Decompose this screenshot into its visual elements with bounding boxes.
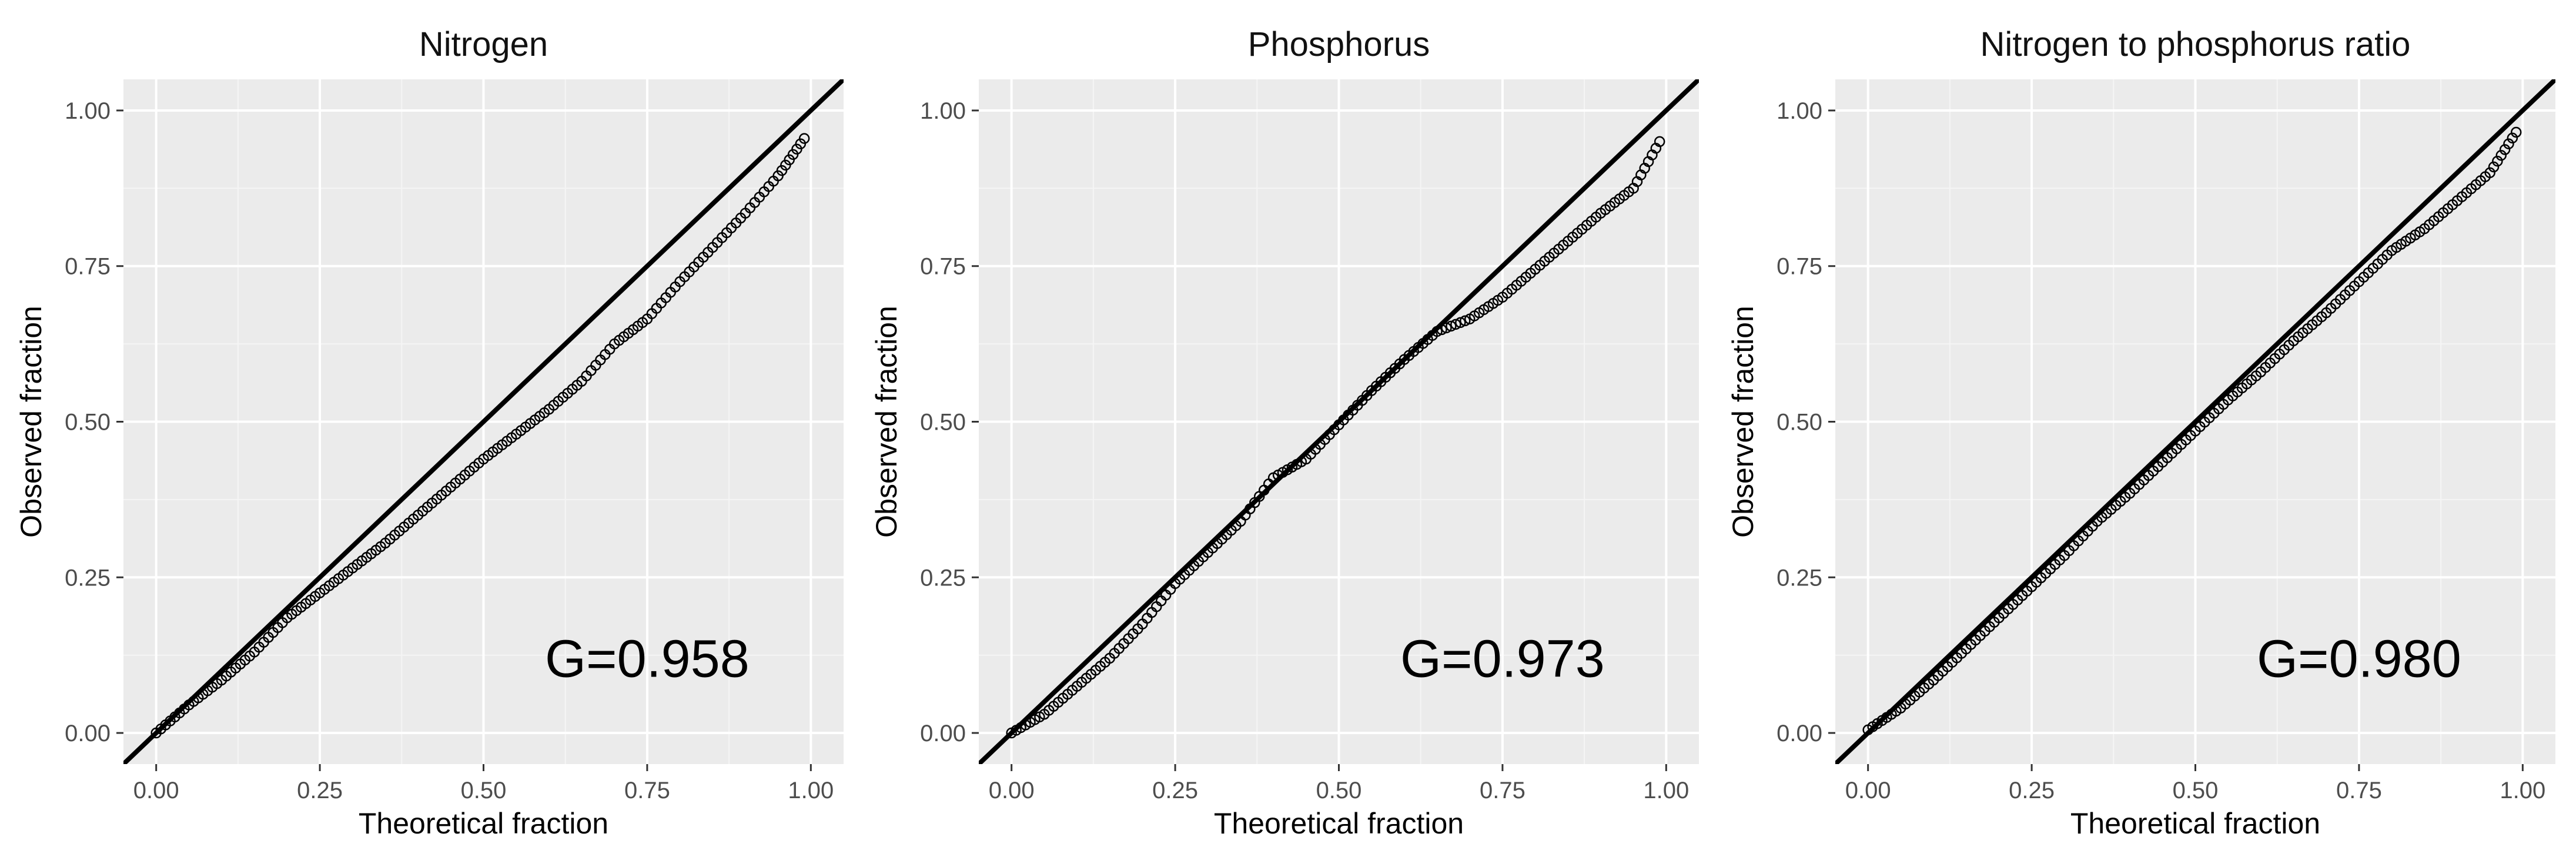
data-point bbox=[2488, 161, 2500, 173]
x-tick-label: 0.50 bbox=[2173, 778, 2219, 803]
y-tick-label: 0.00 bbox=[65, 721, 111, 746]
y-tick-label: 1.00 bbox=[1777, 98, 1822, 124]
y-tick-label: 0.50 bbox=[920, 410, 966, 436]
chart-title: Phosphorus bbox=[1248, 25, 1430, 63]
data-point bbox=[2507, 132, 2518, 144]
y-tick-label: 0.75 bbox=[1777, 254, 1822, 280]
y-tick-label: 0.25 bbox=[1777, 565, 1822, 591]
reference-line bbox=[1835, 79, 2555, 764]
y-tick-label: 0.25 bbox=[920, 565, 966, 591]
x-tick-label: 0.00 bbox=[133, 778, 179, 803]
data-point bbox=[2484, 167, 2495, 179]
data-point bbox=[1436, 324, 1447, 336]
x-axis-title: Theoretical fraction bbox=[1214, 807, 1464, 840]
chart-panel-3: 0.00 0.00 0.25 0.25 0.50 0.50 0.75 0.75 1.00 1.00… bbox=[1727, 25, 2555, 840]
goodness-of-fit-label: G=0.958 bbox=[545, 630, 750, 689]
y-tick-label: 0.25 bbox=[65, 565, 111, 591]
x-tick-label: 0.75 bbox=[1480, 778, 1525, 803]
x-tick-label: 0.25 bbox=[2009, 778, 2055, 803]
x-tick-label: 0.75 bbox=[624, 778, 670, 803]
x-axis-title: Theoretical fraction bbox=[2070, 807, 2320, 840]
data-point bbox=[2499, 144, 2511, 155]
y-tick-label: 0.00 bbox=[920, 721, 966, 746]
x-tick-label: 0.00 bbox=[989, 778, 1035, 803]
y-tick-label: 0.00 bbox=[1777, 721, 1822, 746]
goodness-of-fit-label: G=0.973 bbox=[1400, 630, 1605, 689]
data-point bbox=[2495, 150, 2507, 161]
x-axis-title: Theoretical fraction bbox=[359, 807, 608, 840]
data-point bbox=[2492, 155, 2503, 167]
x-tick-label: 1.00 bbox=[788, 778, 834, 803]
chart-title: Nitrogen to phosphorus ratio bbox=[1980, 25, 2411, 63]
chart-panel-2: 0.00 0.00 0.25 0.25 0.50 0.50 0.75 0.75 1.00 1.00… bbox=[870, 25, 1699, 840]
data-point bbox=[1446, 320, 1457, 332]
x-tick-label: 1.00 bbox=[2500, 778, 2545, 803]
data-point bbox=[1455, 317, 1466, 329]
data-point bbox=[1460, 315, 1471, 327]
y-axis-title: Observed fraction bbox=[1727, 306, 1759, 538]
chart-panel-1: 0.00 0.00 0.25 0.25 0.50 0.50 0.75 0.75 1.00 1.00… bbox=[15, 25, 844, 840]
y-axis-title: Observed fraction bbox=[15, 306, 48, 538]
y-tick-label: 0.75 bbox=[65, 254, 111, 280]
x-tick-label: 0.25 bbox=[1152, 778, 1198, 803]
x-tick-label: 0.00 bbox=[1845, 778, 1891, 803]
data-point bbox=[798, 133, 810, 144]
x-tick-label: 1.00 bbox=[1643, 778, 1689, 803]
data-point bbox=[1654, 136, 1665, 148]
data-point bbox=[1431, 326, 1443, 337]
y-tick-label: 0.50 bbox=[65, 410, 111, 436]
reference-line bbox=[123, 79, 844, 764]
x-tick-label: 0.50 bbox=[1316, 778, 1362, 803]
y-axis-title: Observed fraction bbox=[870, 306, 903, 538]
chart-title: Nitrogen bbox=[419, 25, 548, 63]
y-tick-label: 0.50 bbox=[1777, 410, 1822, 436]
y-tick-label: 1.00 bbox=[65, 98, 111, 124]
x-tick-label: 0.75 bbox=[2336, 778, 2382, 803]
data-point bbox=[2503, 138, 2514, 149]
x-tick-label: 0.25 bbox=[297, 778, 343, 803]
data-point bbox=[2510, 126, 2522, 138]
y-tick-label: 0.75 bbox=[920, 254, 966, 280]
data-point bbox=[1450, 319, 1461, 330]
data-point bbox=[1441, 322, 1452, 334]
y-tick-label: 1.00 bbox=[920, 98, 966, 124]
x-tick-label: 0.50 bbox=[461, 778, 507, 803]
goodness-of-fit-label: G=0.980 bbox=[2257, 630, 2461, 689]
